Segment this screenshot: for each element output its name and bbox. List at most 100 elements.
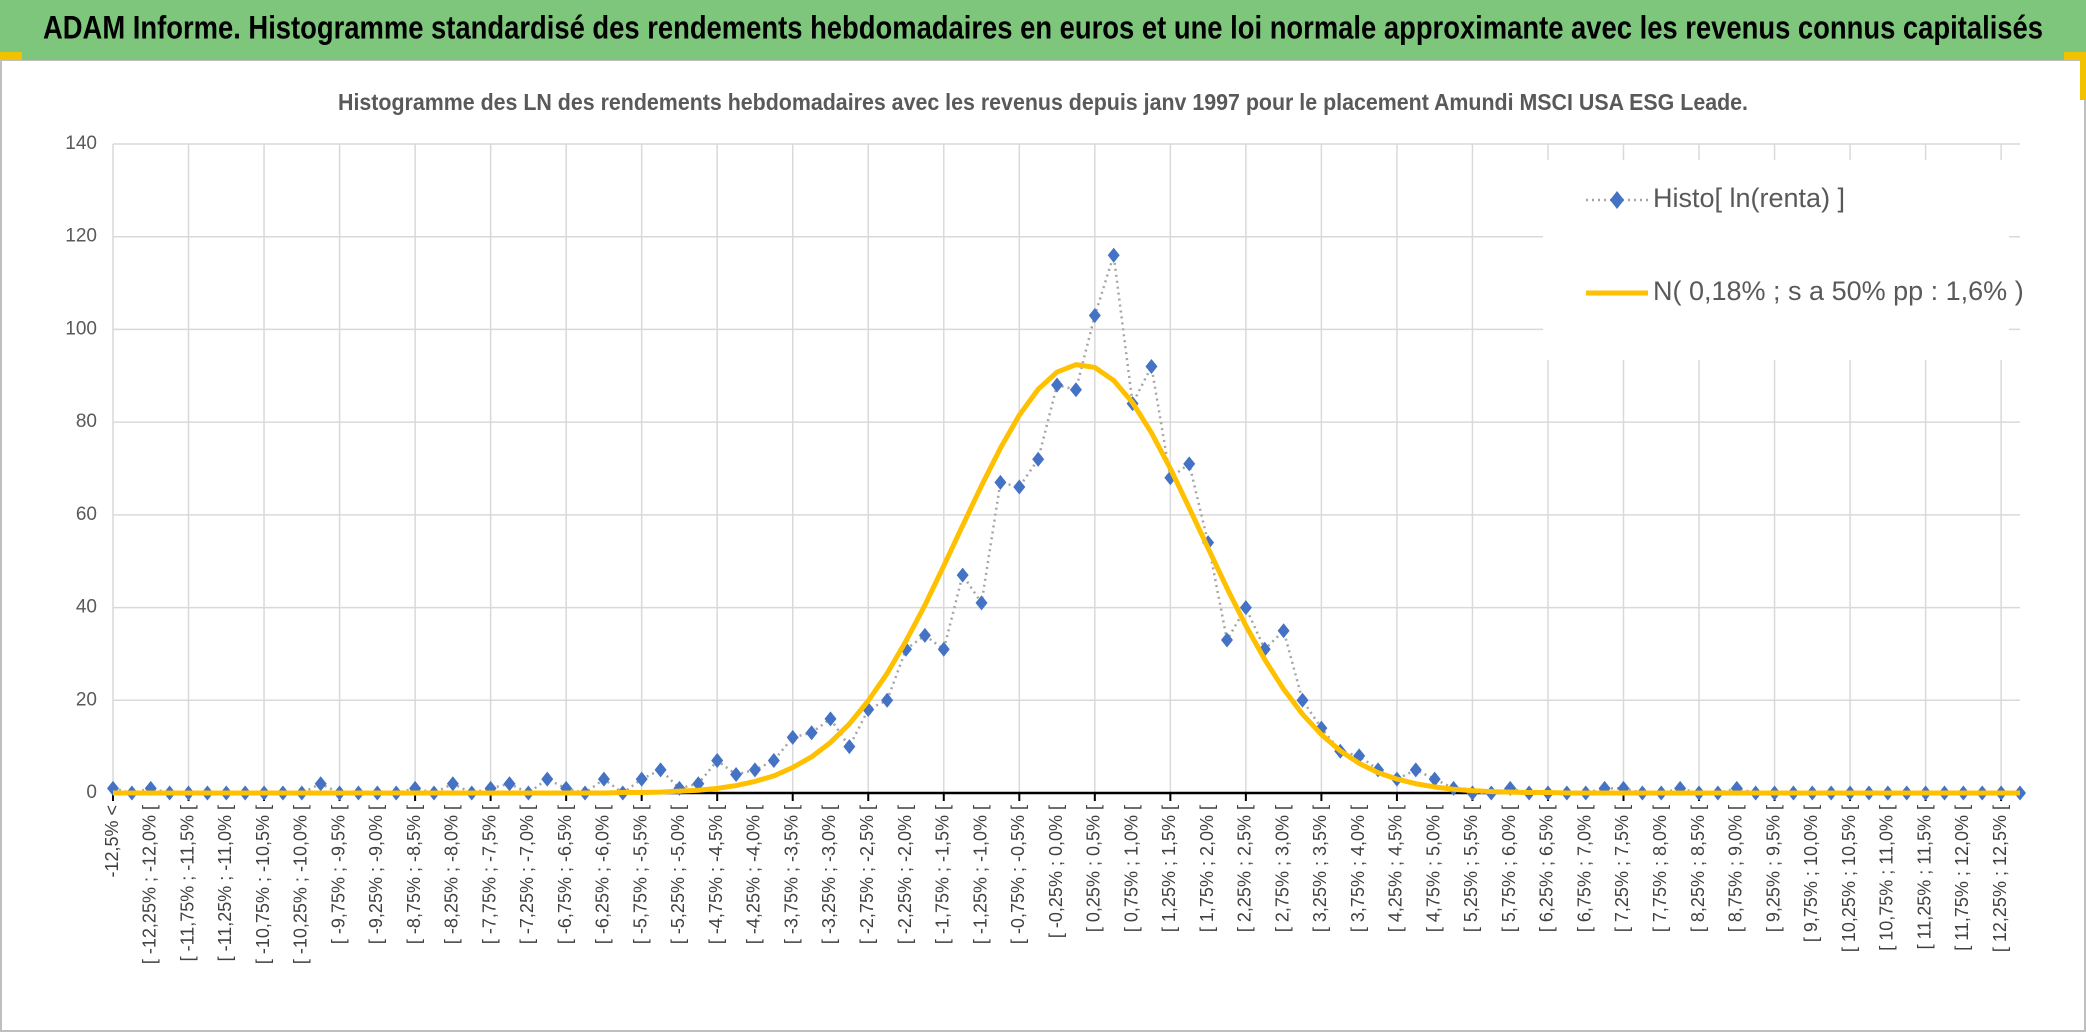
x-tick-label: [ 11,75% ; 12,0% [ [1952, 805, 1972, 951]
legend-label: N( 0,18% ; s a 50% pp : 1,6% ) [1653, 276, 2024, 306]
y-tick-label: 40 [76, 597, 97, 618]
data-point [937, 641, 950, 657]
y-tick-label: 100 [65, 318, 97, 339]
x-tick-label: [ -8,25% ; -8,0% [ [442, 805, 462, 944]
corner [0, 52, 22, 60]
x-tick-label: [ -8,75% ; -8,5% [ [404, 805, 424, 944]
data-point [881, 692, 894, 708]
x-tick-label: [ 11,25% ; 11,5% [ [1914, 805, 1934, 949]
data-point [918, 627, 931, 643]
x-tick-label: [ -6,75% ; -6,5% [ [555, 805, 575, 944]
header-bar [0, 0, 2086, 60]
x-tick-label: [ -10,75% ; -10,5% [ [253, 805, 273, 964]
x-tick-label: [ 5,25% ; 5,5% [ [1461, 805, 1481, 932]
x-tick-label: [ -2,75% ; -2,5% [ [857, 805, 877, 944]
legend-label: Histo[ ln(renta) ] [1653, 183, 1845, 213]
data-point [730, 766, 743, 782]
x-tick-label: [ -3,25% ; -3,0% [ [819, 805, 839, 944]
y-tick-label: 0 [86, 782, 97, 803]
x-tick-label: [ -12,25% ; -12,0% [ [140, 805, 160, 964]
chart-title: ADAM Informe. Histogramme standardisé de… [43, 9, 2043, 45]
data-point [805, 725, 818, 741]
x-tick-label: [ -6,25% ; -6,0% [ [593, 805, 613, 944]
x-tick-label: [ -2,25% ; -2,0% [ [895, 805, 915, 944]
x-tick-label: [ -9,25% ; -9,0% [ [366, 805, 386, 944]
data-point [1069, 382, 1082, 398]
data-point [446, 776, 459, 792]
x-tick-label: [ -4,25% ; -4,0% [ [744, 805, 764, 944]
x-tick-label: [ 4,25% ; 4,5% [ [1386, 805, 1406, 932]
x-tick-label: [ 9,75% ; 10,0% [ [1801, 805, 1821, 942]
data-point [654, 762, 667, 778]
x-tick-label: [ 7,25% ; 7,5% [ [1612, 805, 1632, 932]
x-tick-label: [ 8,75% ; 9,0% [ [1726, 805, 1746, 932]
y-tick-label: 60 [76, 504, 97, 525]
x-tick-label: [ 0,75% ; 1,0% [ [1121, 805, 1141, 932]
data-point [711, 753, 724, 769]
data-point [1032, 451, 1045, 467]
x-tick-label: [ -4,75% ; -4,5% [ [706, 805, 726, 944]
x-tick-label: [ 5,75% ; 6,0% [ [1499, 805, 1519, 932]
y-tick-label: 140 [65, 133, 97, 154]
x-tick-label: [ 10,25% ; 10,5% [ [1839, 805, 1859, 952]
x-tick-label: [ 12,25% ; 12,5% [ [1990, 805, 2010, 952]
corner [2080, 60, 2086, 100]
x-tick-label: [ -11,25% ; -11,0% [ [215, 805, 235, 961]
x-tick-label: [ -1,75% ; -1,5% [ [933, 805, 953, 944]
data-point [1145, 359, 1158, 375]
x-tick-label: [ 10,75% ; 11,0% [ [1877, 805, 1897, 951]
x-tick-label: [ 8,25% ; 8,5% [ [1688, 805, 1708, 932]
x-tick-label: [ -10,25% ; -10,0% [ [291, 805, 311, 964]
x-tick-label: [ -7,25% ; -7,0% [ [517, 805, 537, 944]
x-tick-label: [ -0,75% ; -0,5% [ [1008, 805, 1028, 944]
legend-marker [1610, 191, 1624, 209]
x-tick-label: [ 4,75% ; 5,0% [ [1423, 805, 1443, 932]
x-tick-label: [ 3,25% ; 3,5% [ [1310, 805, 1330, 932]
y-tick-label: 120 [65, 226, 97, 247]
data-point [1051, 377, 1064, 393]
data-point [994, 474, 1007, 490]
x-tick-label: [ -11,75% ; -11,5% [ [177, 805, 197, 961]
y-tick-label: 80 [76, 411, 97, 432]
data-point [748, 762, 761, 778]
data-point [314, 776, 327, 792]
data-point [1183, 456, 1196, 472]
x-tick-label: [ 1,75% ; 2,0% [ [1197, 805, 1217, 932]
y-tick-label: 20 [76, 689, 97, 710]
x-tick-label: [ -9,75% ; -9,5% [ [328, 805, 348, 944]
data-point [1220, 632, 1233, 648]
data-point [1428, 771, 1441, 787]
data-point [824, 711, 837, 727]
x-tick-label: [ -5,25% ; -5,0% [ [668, 805, 688, 944]
x-tick-label: [ 0,25% ; 0,5% [ [1084, 805, 1104, 932]
data-point [975, 595, 988, 611]
x-tick-label: [ 7,75% ; 8,0% [ [1650, 805, 1670, 932]
data-point [786, 729, 799, 745]
data-point [1296, 692, 1309, 708]
legend-box [1543, 160, 2009, 360]
x-tick-label: [ -5,75% ; -5,5% [ [630, 805, 650, 944]
data-point [1088, 308, 1101, 324]
data-point [956, 567, 969, 583]
x-tick-label: -12,5% < [102, 805, 122, 878]
x-tick-label: [ 6,75% ; 7,0% [ [1574, 805, 1594, 932]
data-point [635, 771, 648, 787]
data-point [767, 753, 780, 769]
x-tick-label: [ -3,75% ; -3,5% [ [781, 805, 801, 944]
x-tick-label: [ -1,25% ; -1,0% [ [970, 805, 990, 944]
data-point [1107, 247, 1120, 263]
data-point [1277, 623, 1290, 639]
data-point [597, 771, 610, 787]
x-tick-label: [ -0,25% ; 0,0% [ [1046, 805, 1066, 938]
x-tick-label: [ 3,75% ; 4,0% [ [1348, 805, 1368, 932]
data-point [1013, 479, 1026, 495]
x-tick-label: [ 1,25% ; 1,5% [ [1159, 805, 1179, 932]
series-line [113, 362, 2020, 796]
data-point [1239, 600, 1252, 616]
chart-subtitle: Histogramme des LN des rendements hebdom… [338, 89, 1748, 115]
corner [2064, 52, 2086, 60]
x-tick-label: [ 2,75% ; 3,0% [ [1272, 805, 1292, 932]
data-point [541, 771, 554, 787]
x-tick-label: [ 6,25% ; 6,5% [ [1537, 805, 1557, 932]
